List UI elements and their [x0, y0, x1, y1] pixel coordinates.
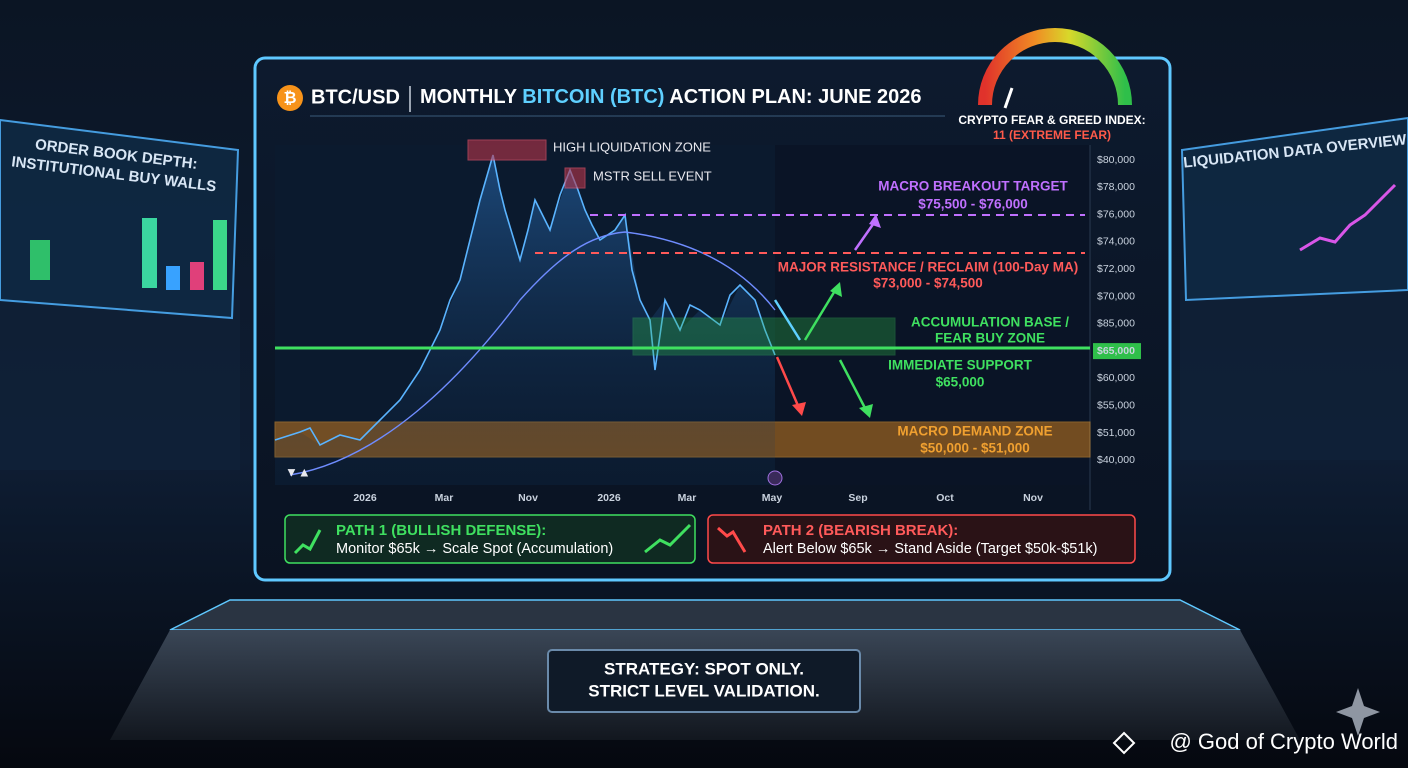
right-monitor: LIQUIDATION DATA OVERVIEW — [1180, 116, 1408, 302]
sparkle — [1336, 688, 1380, 736]
left-bar — [30, 240, 50, 280]
mstr-label: MSTR SELL EVENT — [593, 168, 712, 183]
price-area — [275, 155, 775, 485]
demand-label: MACRO DEMAND ZONE — [897, 424, 1052, 439]
path1-box — [284, 514, 696, 564]
arrow-bull — [803, 288, 838, 341]
event-marker — [767, 470, 783, 486]
resistance-label: MAJOR RESISTANCE / RECLAIM (100-Day MA) — [778, 260, 1079, 275]
liquidation-box — [467, 139, 547, 161]
y-axis-label: $65,000 — [1097, 345, 1135, 357]
accumulation-label: FEAR BUY ZONE — [935, 331, 1045, 346]
arrow-head — [830, 282, 842, 297]
fear-greed-value: 11 (EXTREME FEAR) — [993, 128, 1111, 142]
x-axis-label: Oct — [936, 492, 954, 504]
mstr-box — [564, 167, 586, 189]
path2-text: Alert Below $65k → Stand Aside (Target $… — [763, 541, 1097, 557]
arrow-bear — [775, 356, 801, 409]
y-axis-label: $76,000 — [1097, 208, 1135, 220]
accumulation-label: ACCUMULATION BASE / — [911, 315, 1069, 330]
y-axis-label: $74,000 — [1097, 236, 1135, 248]
path2-title: PATH 2 (BEARISH BREAK): — [763, 522, 958, 539]
left-monitor: ORDER BOOK DEPTH: INSTITUTIONAL BUY WALL… — [0, 118, 240, 320]
y-axis-label: $85,000 — [1097, 318, 1135, 330]
path1-icon — [644, 523, 692, 554]
arrow-head — [792, 402, 806, 416]
x-axis-label: 2026 — [353, 492, 377, 504]
x-axis-label: Mar — [435, 492, 454, 504]
arrow-pullback — [773, 299, 802, 341]
resistance-range: $73,000 - $74,500 — [873, 276, 983, 291]
tv-logo: ▼▲ — [285, 464, 311, 479]
y-axis-label: $70,000 — [1097, 290, 1135, 302]
city-left — [0, 300, 240, 470]
path2-box — [707, 514, 1136, 564]
strategy-line: STRATEGY: SPOT ONLY. — [604, 659, 804, 678]
gauge-needle — [1003, 87, 1014, 109]
strategy-box — [547, 649, 861, 713]
breakout-label: MACRO BREAKOUT TARGET — [878, 179, 1068, 194]
x-axis-label: May — [762, 492, 783, 504]
gauge-arc — [978, 28, 1132, 106]
path1-icon — [293, 529, 322, 555]
left-bar — [142, 218, 157, 288]
left-bar — [190, 262, 204, 290]
x-axis-label: Nov — [1023, 492, 1043, 504]
arrow-head — [869, 214, 881, 228]
price-line — [274, 154, 776, 447]
ticker: BTC/USD — [311, 86, 400, 108]
y-axis-label: $60,000 — [1097, 372, 1135, 384]
y-axis-label: $40,000 — [1097, 454, 1135, 466]
title-highlight: BITCOIN (BTC) — [522, 86, 664, 108]
strategy-line: STRICT LEVEL VALIDATION. — [588, 681, 819, 700]
watermark-icon — [1112, 731, 1136, 755]
path1-title: PATH 1 (BULLISH DEFENSE): — [336, 522, 546, 539]
liquidation-label: HIGH LIQUIDATION ZONE — [553, 139, 711, 154]
y-label-highlight — [1093, 343, 1141, 360]
x-axis-label: Nov — [518, 492, 538, 504]
x-axis-label: Mar — [678, 492, 697, 504]
x-axis-label: Sep — [848, 492, 867, 504]
moving-average — [289, 231, 776, 476]
y-axis-label: $78,000 — [1097, 181, 1135, 193]
support-value: $65,000 — [936, 375, 985, 390]
title-suffix: ACTION PLAN: JUNE 2026 — [664, 86, 921, 108]
arrows — [773, 214, 881, 418]
path2-icon — [717, 526, 747, 553]
support-label: IMMEDIATE SUPPORT — [888, 358, 1033, 373]
right-screen — [1180, 116, 1408, 302]
watermark: @ God of Crypto World — [1169, 729, 1398, 754]
city-right — [1180, 290, 1408, 460]
btc-icon-symbol: ₿ — [283, 89, 296, 107]
x-axis: 2026 Mar Nov 2026 Mar May Sep Oct Nov — [353, 492, 1043, 504]
x-axis-label: 2026 — [597, 492, 621, 504]
left-bar — [213, 220, 227, 290]
right-line — [1299, 183, 1397, 252]
pedestal-top — [169, 599, 1241, 631]
fear-greed-label: CRYPTO FEAR & GREED INDEX: — [958, 113, 1145, 127]
demand-range: $50,000 - $51,000 — [920, 441, 1030, 456]
left-bar — [166, 266, 180, 290]
title: MONTHLY BITCOIN (BTC) ACTION PLAN: JUNE … — [420, 86, 922, 108]
y-axis-label: $55,000 — [1097, 399, 1135, 411]
arrow-head — [859, 404, 873, 418]
path1-text: Monitor $65k → Scale Spot (Accumulation) — [336, 541, 613, 557]
title-prefix: MONTHLY — [420, 86, 522, 108]
arrow-support — [838, 359, 868, 411]
y-axis: $80,000 $78,000 $76,000 $74,000 $72,000 $70,0… — [1093, 154, 1141, 466]
btc-icon — [277, 85, 303, 111]
y-axis-label: $72,000 — [1097, 263, 1135, 275]
breakout-range: $75,500 - $76,000 — [918, 197, 1028, 212]
y-axis-label: $80,000 — [1097, 154, 1135, 166]
y-axis-label: $51,000 — [1097, 427, 1135, 439]
